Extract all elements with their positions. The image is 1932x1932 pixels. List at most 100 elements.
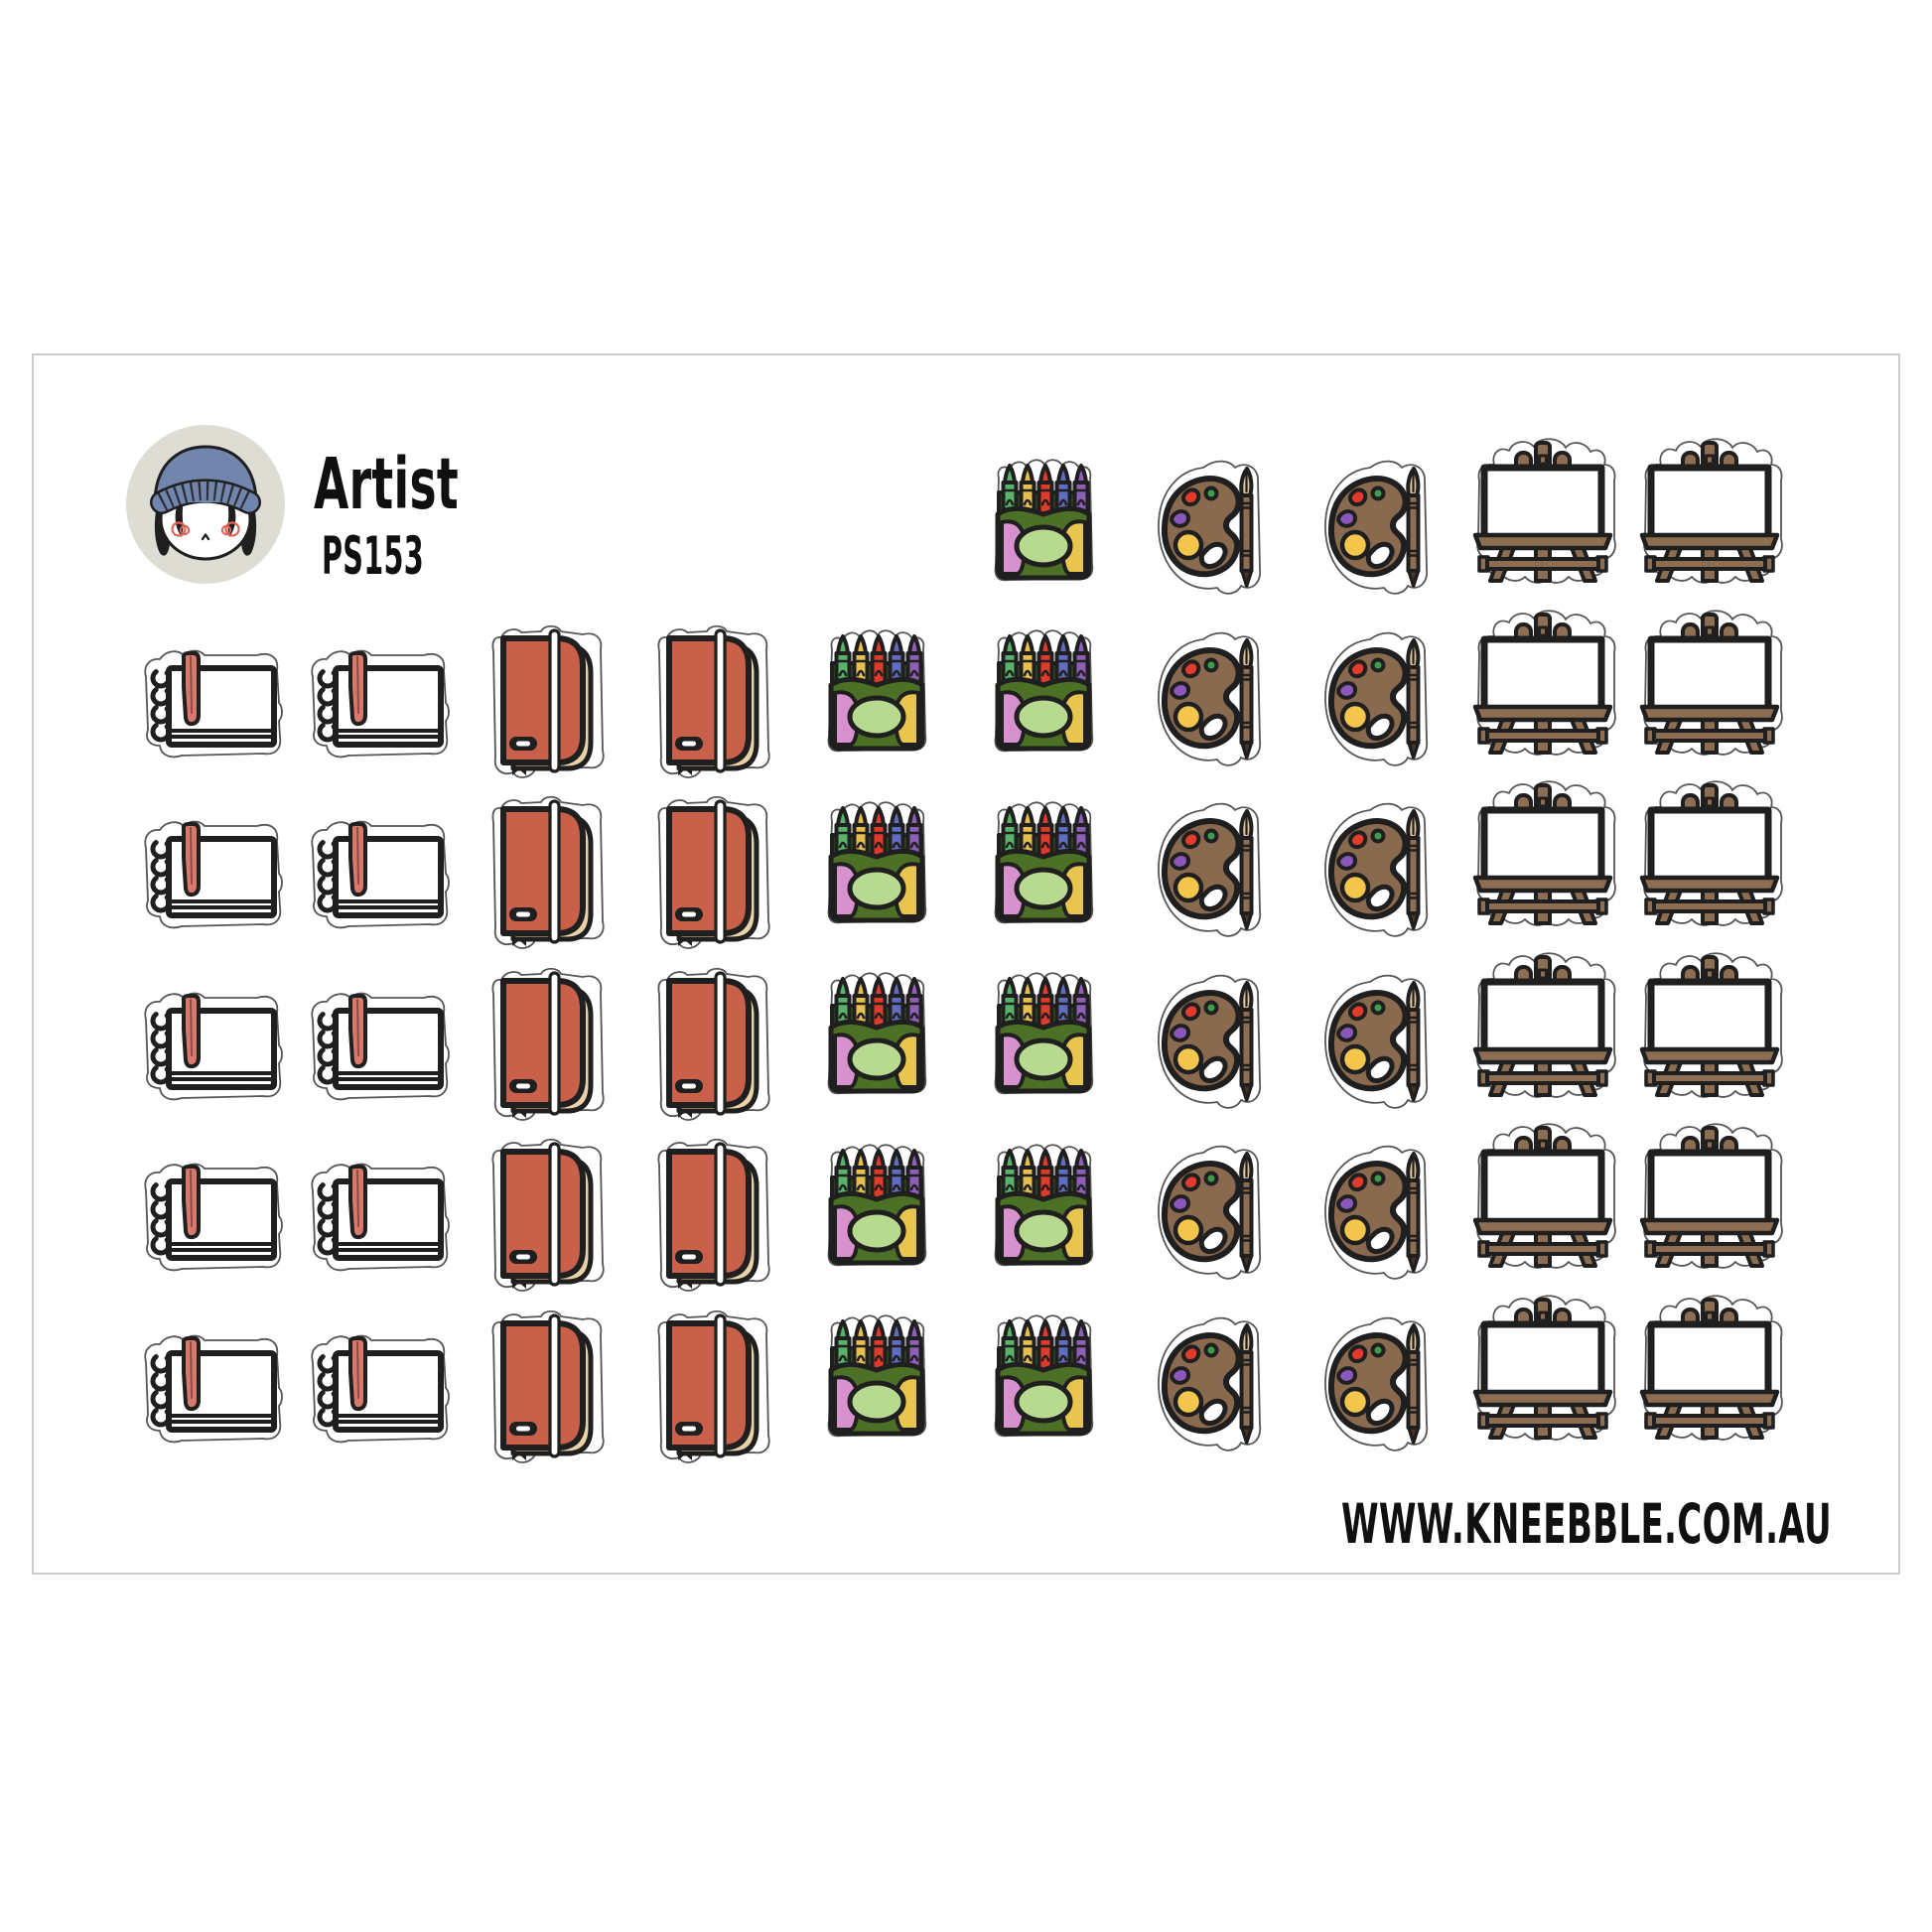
crayon-box-icon [994,972,1094,1095]
easel-sticker [1634,1117,1785,1274]
easel-icon [1473,609,1617,756]
palette-sticker [1148,1312,1273,1455]
journal-icon [657,624,770,778]
website-url-text: WWW.KNEEBBLE.COM.AU [1341,1492,1832,1551]
easel-sticker [1467,946,1618,1103]
palette-sticker [1314,1312,1440,1455]
crayon-box-sticker [820,623,933,756]
sketchbook-sticker [303,1332,452,1448]
crayon-box-icon [994,1314,1094,1438]
crayon-box-icon [994,629,1094,753]
sketchbook-icon [311,649,450,758]
easel-icon [1473,780,1617,926]
journal-sticker [645,1137,774,1294]
crayon-box-sticker [987,1138,1100,1270]
easel-icon [1639,780,1783,926]
journal-icon [491,1138,605,1292]
sketchbook-icon [311,1163,450,1272]
brand-logo [125,424,286,585]
sheet-code-text: PS153 [322,526,424,584]
sheet-code: PS153 [322,526,424,584]
palette-sticker [1314,970,1440,1113]
sketchbook-sticker [136,647,285,762]
sketchbook-icon [144,820,283,929]
palette-sticker [1148,970,1273,1113]
sketchbook-icon [144,1163,283,1272]
palette-icon [1157,460,1261,595]
palette-icon [1323,460,1428,595]
crayon-box-sticker [987,1309,1100,1441]
crayon-box-icon [827,1143,927,1266]
crayon-box-icon [994,458,1094,581]
palette-sticker [1148,798,1273,941]
palette-sticker [1314,1141,1440,1284]
crayon-box-icon [827,1314,927,1438]
journal-icon [491,1310,605,1463]
palette-icon [1323,1145,1428,1280]
journal-sticker [480,794,609,951]
palette-icon [1323,802,1428,937]
sketchbook-sticker [303,818,452,933]
journal-sticker [480,1137,609,1294]
palette-icon [1323,974,1428,1109]
sketchbook-icon [311,1334,450,1443]
easel-sticker [1467,432,1618,589]
palette-icon [1157,1316,1261,1451]
sketchbook-sticker [303,647,452,762]
palette-icon [1323,631,1428,766]
easel-icon [1473,1294,1617,1441]
crayon-box-sticker [987,795,1100,927]
crayon-box-icon [827,972,927,1095]
easel-icon [1639,609,1783,756]
crayon-box-icon [827,629,927,753]
kneebble-girl-avatar-icon [126,425,285,584]
sketchbook-icon [144,1334,283,1443]
easel-sticker [1634,432,1785,589]
palette-sticker [1314,627,1440,770]
sketchbook-sticker [303,1161,452,1276]
easel-icon [1639,438,1783,584]
easel-sticker [1634,946,1785,1103]
easel-icon [1473,951,1617,1098]
easel-sticker [1634,774,1785,931]
easel-sticker [1467,774,1618,931]
journal-icon [491,624,605,778]
sketchbook-icon [144,649,283,758]
crayon-box-sticker [820,1138,933,1270]
easel-icon [1473,438,1617,584]
easel-sticker [1634,1289,1785,1446]
sketchbook-icon [311,820,450,929]
journal-sticker [645,794,774,951]
sketchbook-sticker [136,818,285,933]
crayon-box-sticker [987,966,1100,1098]
palette-icon [1323,1316,1428,1451]
easel-sticker [1467,1117,1618,1274]
palette-sticker [1314,798,1440,941]
easel-icon [1639,1123,1783,1269]
crayon-box-sticker [820,795,933,927]
palette-icon [1157,802,1261,937]
journal-sticker [480,1309,609,1465]
journal-icon [491,795,605,949]
sketchbook-icon [311,992,450,1100]
journal-icon [657,1310,770,1463]
easel-sticker [1467,1289,1618,1446]
crayon-box-sticker [987,453,1100,585]
sketchbook-sticker [136,1161,285,1276]
palette-sticker [1314,456,1440,599]
journal-icon [657,967,770,1121]
crayon-box-sticker [820,1309,933,1441]
palette-icon [1157,1145,1261,1280]
palette-icon [1157,631,1261,766]
crayon-box-icon [994,1143,1094,1266]
easel-icon [1473,1123,1617,1269]
sheet-title: Artist [314,447,459,522]
sketchbook-icon [144,992,283,1100]
crayon-box-sticker [987,623,1100,756]
journal-icon [657,1138,770,1292]
journal-sticker [645,1309,774,1465]
easel-sticker [1634,604,1785,760]
sketchbook-sticker [136,990,285,1105]
sheet-title-text: Artist [314,447,459,522]
